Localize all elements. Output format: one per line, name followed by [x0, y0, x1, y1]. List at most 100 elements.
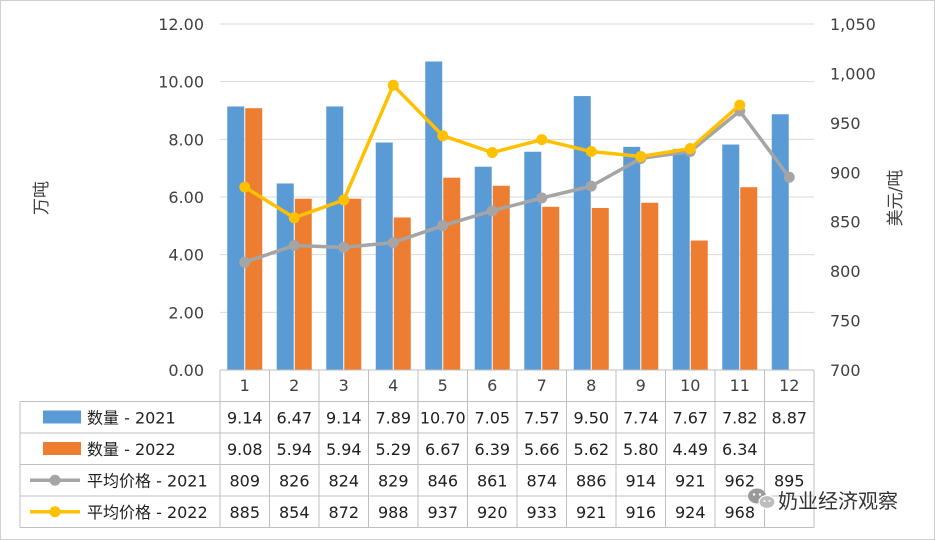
legend-key-box: [43, 442, 81, 455]
y-left-tick-label: 2.00: [168, 303, 204, 322]
bar: [344, 198, 362, 370]
gridlines: [220, 23, 814, 313]
y-right-tick-label: 800: [830, 262, 861, 281]
line-point: [585, 180, 597, 192]
y-right-tick-label: 950: [830, 114, 861, 133]
line-point: [338, 241, 350, 253]
data-label: 846: [427, 472, 458, 491]
bar: [474, 166, 492, 370]
y-left-tick-label: 10.00: [158, 73, 204, 92]
wechat-icon: [748, 488, 776, 510]
data-label: 988: [378, 503, 409, 522]
y-right-tick-label: 750: [830, 312, 861, 331]
data-label: 921: [675, 472, 706, 491]
line-point: [387, 79, 399, 91]
data-label: 6.34: [722, 440, 758, 459]
legend-label: 数量 - 2022: [87, 440, 176, 459]
data-label: 7.89: [375, 409, 411, 428]
data-label: 8.87: [771, 409, 807, 428]
data-label: 5.80: [623, 440, 659, 459]
legend-label: 数量 - 2021: [87, 409, 176, 428]
data-label: 809: [229, 472, 260, 491]
y-right-tick-label: 1,050: [830, 15, 876, 34]
data-label: 10.70: [420, 409, 466, 428]
y-right-tick-label: 700: [830, 361, 861, 380]
y-left-tick-label: 6.00: [168, 188, 204, 207]
watermark-text: 奶业经济观察: [778, 489, 898, 513]
bar: [443, 177, 461, 370]
data-label: 933: [526, 503, 557, 522]
y-left-tick-label: 12.00: [158, 15, 204, 34]
data-label: 829: [378, 472, 409, 491]
data-label: 4.49: [672, 440, 708, 459]
series-line: [244, 109, 791, 264]
category-label: 8: [586, 376, 596, 395]
line-point: [239, 256, 251, 268]
bar: [524, 151, 542, 370]
data-label: 7.82: [722, 409, 758, 428]
y-right-tick-label: 1,000: [830, 64, 876, 83]
line-point: [288, 212, 300, 224]
y-right-tick-label: 900: [830, 163, 861, 182]
data-label: 5.62: [573, 440, 609, 459]
bars: [227, 61, 789, 371]
y-left-tick-label: 0.00: [168, 361, 204, 380]
data-label: 5.94: [326, 440, 362, 459]
category-label: 10: [680, 376, 700, 395]
legend-label: 平均价格 - 2021: [87, 472, 208, 491]
category-label: 2: [289, 376, 299, 395]
category-label: 6: [487, 376, 497, 395]
data-label: 874: [526, 472, 557, 491]
bar: [623, 146, 641, 370]
y-axis-right-title: 美元/吨: [886, 170, 906, 227]
category-label: 12: [779, 376, 799, 395]
bar: [227, 106, 245, 371]
data-label: 5.66: [524, 440, 560, 459]
data-label: 7.57: [524, 409, 560, 428]
data-label: 7.05: [474, 409, 510, 428]
bar: [641, 202, 659, 370]
data-label: 5.94: [276, 440, 312, 459]
data-label: 937: [427, 503, 458, 522]
line-point: [536, 192, 548, 204]
data-label: 921: [576, 503, 607, 522]
legend-key-box: [43, 410, 81, 424]
line-point: [684, 143, 696, 155]
data-label: 9.14: [227, 409, 263, 428]
axes: 0.00 2.00 4.00 6.00 8.00 10.00 12.00 700 750 800 8…: [158, 15, 876, 380]
data-label: 895: [774, 472, 805, 491]
data-label: 5.29: [375, 440, 411, 459]
bar: [375, 142, 393, 370]
data-label: 920: [477, 503, 508, 522]
data-label: 826: [279, 472, 310, 491]
data-label: 886: [576, 472, 607, 491]
data-label: 6.47: [276, 409, 312, 428]
category-label: 7: [537, 376, 547, 395]
y-left-tick-label: 8.00: [168, 130, 204, 149]
bar: [542, 206, 560, 370]
bar: [276, 183, 294, 370]
line-point: [734, 99, 746, 111]
line-point: [783, 171, 795, 183]
legend-label: 平均价格 - 2022: [87, 503, 208, 522]
data-label: 872: [328, 503, 359, 522]
y-left-tick-label: 4.00: [168, 246, 204, 265]
category-label: 3: [339, 376, 349, 395]
bar: [425, 61, 443, 370]
line-point: [437, 220, 449, 232]
line-point: [486, 147, 498, 159]
data-label: 962: [724, 472, 755, 491]
category-label: 5: [438, 376, 448, 395]
bar: [393, 217, 411, 370]
data-label: 9.14: [326, 409, 362, 428]
data-label: 7.67: [672, 409, 708, 428]
lines: [239, 79, 795, 268]
data-label: 854: [279, 503, 310, 522]
line-point: [338, 194, 350, 206]
data-label: 9.50: [573, 409, 609, 428]
line-point: [486, 205, 498, 217]
bar: [672, 148, 690, 370]
watermark: 奶业经济观察: [748, 488, 898, 513]
